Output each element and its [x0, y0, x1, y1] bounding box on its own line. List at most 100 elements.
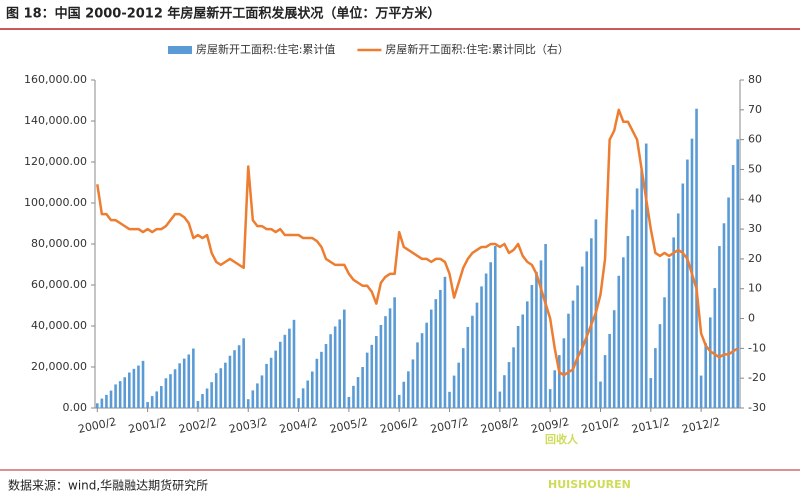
bar	[663, 297, 666, 408]
x-tick-label: 2002/2	[178, 415, 219, 436]
y2-tick-label: 50	[748, 162, 762, 175]
bar	[512, 347, 515, 408]
bar	[173, 369, 177, 408]
bar	[292, 319, 296, 408]
bar	[704, 343, 707, 408]
y-tick-label: 40,000.00	[31, 319, 87, 332]
bar	[622, 257, 625, 408]
bar	[141, 360, 145, 408]
bar	[114, 384, 117, 408]
bar	[448, 391, 451, 408]
bar	[439, 289, 442, 408]
bar	[681, 183, 685, 408]
bar	[457, 362, 460, 408]
bar	[562, 338, 566, 408]
bar	[535, 271, 538, 408]
bar	[631, 209, 634, 408]
bar	[356, 377, 360, 408]
bar	[187, 354, 191, 408]
bar	[178, 363, 181, 408]
bar	[224, 362, 227, 408]
bar	[169, 374, 172, 408]
bar	[361, 367, 364, 408]
bar	[301, 388, 305, 408]
bar	[475, 302, 479, 408]
bar	[411, 359, 415, 408]
y2-tick-label: -20	[748, 371, 766, 384]
x-tick-label: 2004/2	[278, 415, 319, 436]
x-tick-label: 2007/2	[429, 415, 470, 436]
chart-title: 图 18：中国 2000-2012 年房屋新开工面积发展状况（单位：万平方米）	[6, 6, 440, 22]
bar	[585, 251, 589, 408]
x-tick-label: 2008/2	[479, 415, 520, 436]
bar	[571, 300, 575, 408]
legend-label: 房屋新开工面积:住宅:累计同比（右）	[385, 42, 568, 56]
bar	[489, 262, 492, 408]
bar	[246, 399, 250, 408]
y2-tick-label: 40	[748, 192, 762, 205]
bar	[338, 319, 342, 408]
y2-tick-label: 0	[748, 312, 755, 325]
bar	[320, 351, 323, 408]
bar	[576, 285, 579, 408]
bar	[580, 266, 584, 408]
bar	[525, 301, 529, 408]
bar	[347, 396, 351, 408]
bar	[384, 316, 387, 408]
x-tick-label: 2011/2	[630, 415, 671, 436]
bar	[498, 391, 502, 408]
bar	[658, 324, 662, 408]
bar	[516, 326, 520, 408]
bar	[599, 381, 602, 408]
bar	[731, 165, 735, 408]
bar	[95, 403, 99, 408]
bar	[155, 391, 159, 408]
bar	[288, 328, 291, 408]
y-tick-label: 60,000.00	[31, 278, 87, 291]
bar	[242, 338, 245, 408]
y-tick-label: 160,000.00	[24, 73, 87, 86]
bar	[644, 143, 648, 409]
y-tick-label: 0.00	[63, 401, 88, 414]
bar	[521, 314, 525, 408]
y-tick-label: 20,000.00	[31, 360, 87, 373]
bar	[128, 372, 131, 408]
y2-tick-label: -30	[748, 401, 766, 414]
bar	[420, 333, 424, 408]
x-tick-label: 2006/2	[379, 415, 420, 436]
bar	[736, 139, 740, 408]
bar	[251, 390, 255, 408]
bar	[530, 285, 534, 408]
bar	[315, 358, 319, 408]
bar	[480, 286, 483, 408]
bar	[343, 309, 346, 408]
bar	[612, 310, 616, 408]
legend-label: 房屋新开工面积:住宅:累计值	[196, 42, 335, 56]
watermark: 回收人	[545, 432, 579, 446]
legend-swatch	[168, 46, 192, 54]
x-tick-label: 2003/2	[228, 415, 269, 436]
bar	[466, 327, 470, 408]
y2-tick-label: -10	[748, 341, 766, 354]
bar	[370, 344, 374, 408]
bar	[416, 342, 419, 408]
bar	[265, 363, 268, 408]
bar	[365, 352, 369, 408]
bar	[434, 299, 438, 408]
bar	[672, 237, 675, 408]
bar	[722, 223, 726, 408]
y2-tick-label: 60	[748, 133, 762, 146]
bar	[397, 394, 401, 408]
bar	[333, 326, 337, 408]
bar	[219, 368, 223, 408]
bar	[617, 275, 621, 408]
bar	[558, 355, 561, 408]
y2-tick-label: 80	[748, 73, 762, 86]
bar	[375, 336, 378, 408]
bar	[269, 357, 273, 408]
bar	[402, 381, 406, 408]
source: 数据来源：wind,华融融达期货研究所	[8, 478, 208, 493]
bar	[324, 344, 328, 408]
y-tick-label: 120,000.00	[24, 155, 87, 168]
